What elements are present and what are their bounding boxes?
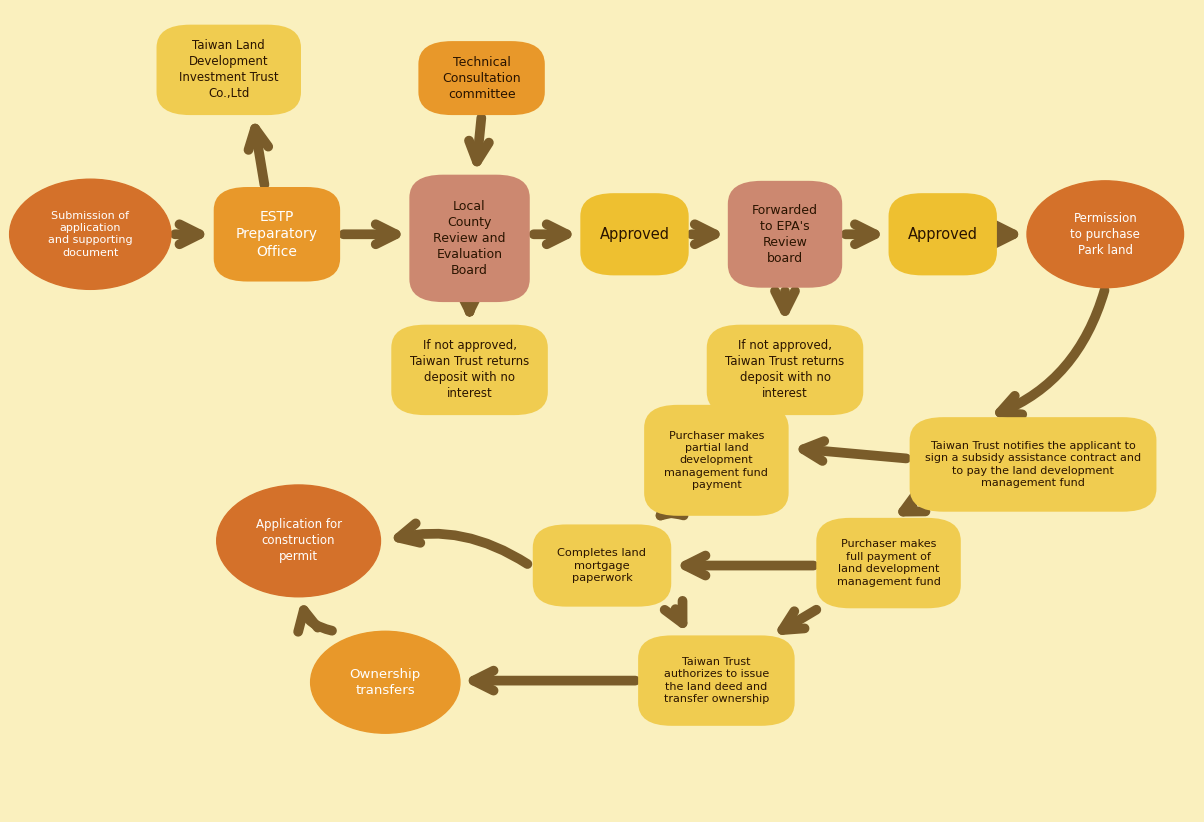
Text: Purchaser makes
partial land
development
management fund
payment: Purchaser makes partial land development… bbox=[665, 431, 768, 490]
Text: ESTP
Preparatory
Office: ESTP Preparatory Office bbox=[236, 210, 318, 259]
Text: Approved: Approved bbox=[600, 227, 669, 242]
FancyBboxPatch shape bbox=[532, 524, 671, 607]
Text: Forwarded
to EPA's
Review
board: Forwarded to EPA's Review board bbox=[752, 204, 818, 265]
FancyBboxPatch shape bbox=[391, 325, 548, 415]
FancyBboxPatch shape bbox=[889, 193, 997, 275]
FancyBboxPatch shape bbox=[644, 405, 789, 516]
FancyBboxPatch shape bbox=[707, 325, 863, 415]
FancyBboxPatch shape bbox=[727, 181, 842, 288]
FancyBboxPatch shape bbox=[638, 635, 795, 726]
Text: Ownership
transfers: Ownership transfers bbox=[349, 667, 421, 697]
Text: If not approved,
Taiwan Trust returns
deposit with no
interest: If not approved, Taiwan Trust returns de… bbox=[409, 339, 530, 400]
FancyBboxPatch shape bbox=[909, 417, 1156, 511]
Text: Permission
to purchase
Park land: Permission to purchase Park land bbox=[1070, 212, 1140, 256]
Circle shape bbox=[311, 631, 460, 733]
Text: Taiwan Trust notifies the applicant to
sign a subsidy assistance contract and
to: Taiwan Trust notifies the applicant to s… bbox=[925, 441, 1141, 488]
FancyBboxPatch shape bbox=[419, 41, 544, 115]
Circle shape bbox=[217, 485, 380, 597]
Text: Submission of
application
and supporting
document: Submission of application and supporting… bbox=[48, 210, 132, 258]
FancyBboxPatch shape bbox=[580, 193, 689, 275]
Text: Completes land
mortgage
paperwork: Completes land mortgage paperwork bbox=[557, 548, 647, 583]
Text: Application for
construction
permit: Application for construction permit bbox=[255, 519, 342, 563]
Text: Local
County
Review and
Evaluation
Board: Local County Review and Evaluation Board bbox=[433, 200, 506, 277]
Text: Technical
Consultation
committee: Technical Consultation committee bbox=[442, 56, 521, 100]
FancyBboxPatch shape bbox=[409, 174, 530, 302]
Circle shape bbox=[10, 179, 171, 289]
FancyBboxPatch shape bbox=[214, 187, 341, 281]
Text: Taiwan Trust
authorizes to issue
the land deed and
transfer ownership: Taiwan Trust authorizes to issue the lan… bbox=[663, 657, 769, 704]
Text: Purchaser makes
full payment of
land development
management fund: Purchaser makes full payment of land dev… bbox=[837, 539, 940, 587]
FancyBboxPatch shape bbox=[157, 25, 301, 115]
FancyBboxPatch shape bbox=[816, 518, 961, 608]
Text: If not approved,
Taiwan Trust returns
deposit with no
interest: If not approved, Taiwan Trust returns de… bbox=[725, 339, 845, 400]
Text: Approved: Approved bbox=[908, 227, 978, 242]
Text: Taiwan Land
Development
Investment Trust
Co.,Ltd: Taiwan Land Development Investment Trust… bbox=[179, 39, 278, 100]
Circle shape bbox=[1027, 181, 1184, 288]
